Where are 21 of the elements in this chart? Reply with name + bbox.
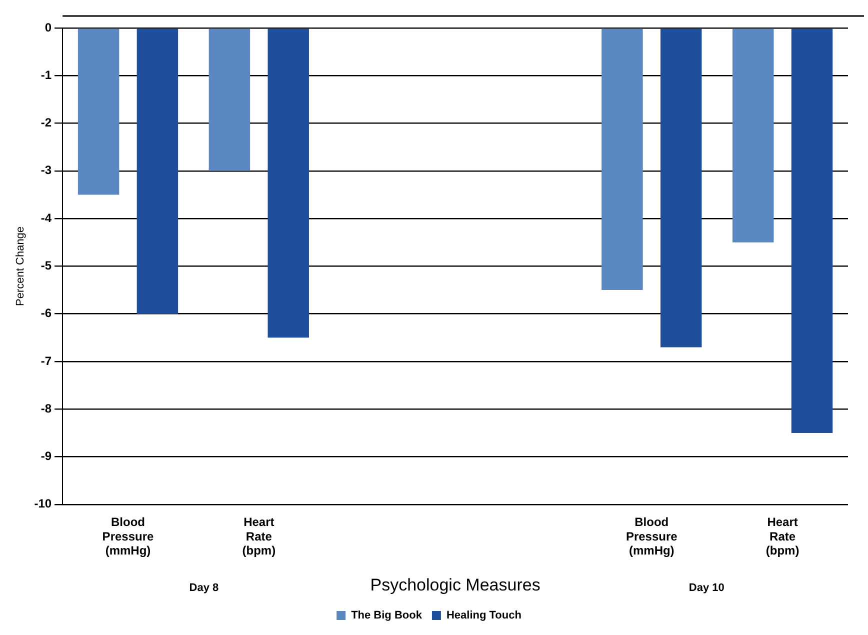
x-tick-label: Blood Pressure (mmHg): [102, 514, 154, 558]
y-tick-label: -6: [40, 306, 52, 320]
y-tick-label: -2: [40, 116, 52, 130]
y-tick-label: -9: [40, 449, 52, 464]
x-tick-label: Blood Pressure (mmHg): [626, 514, 678, 558]
y-tick-label: -1: [40, 68, 52, 82]
y-tick-label: -7: [40, 354, 52, 368]
y-tick-label: -3: [40, 163, 52, 178]
x-axis-title: Psychologic Measures: [370, 575, 540, 594]
y-tick-label: 0: [44, 20, 52, 34]
x-tick-label: Heart Rate (bpm): [242, 514, 276, 558]
x-tick-label: Heart Rate (bpm): [766, 514, 800, 558]
y-tick-label: -4: [40, 210, 52, 225]
text: Day 8: [189, 582, 219, 594]
y-tick-label: -10: [34, 496, 52, 511]
legend-label: The Big Book: [351, 610, 423, 622]
legend-label: Healing Touch: [446, 610, 522, 622]
y-tick-label: -8: [40, 401, 52, 416]
y-axis-title: Percent Change: [14, 226, 27, 306]
y-tick-label: -5: [40, 258, 52, 273]
text: Day 10: [688, 582, 724, 594]
